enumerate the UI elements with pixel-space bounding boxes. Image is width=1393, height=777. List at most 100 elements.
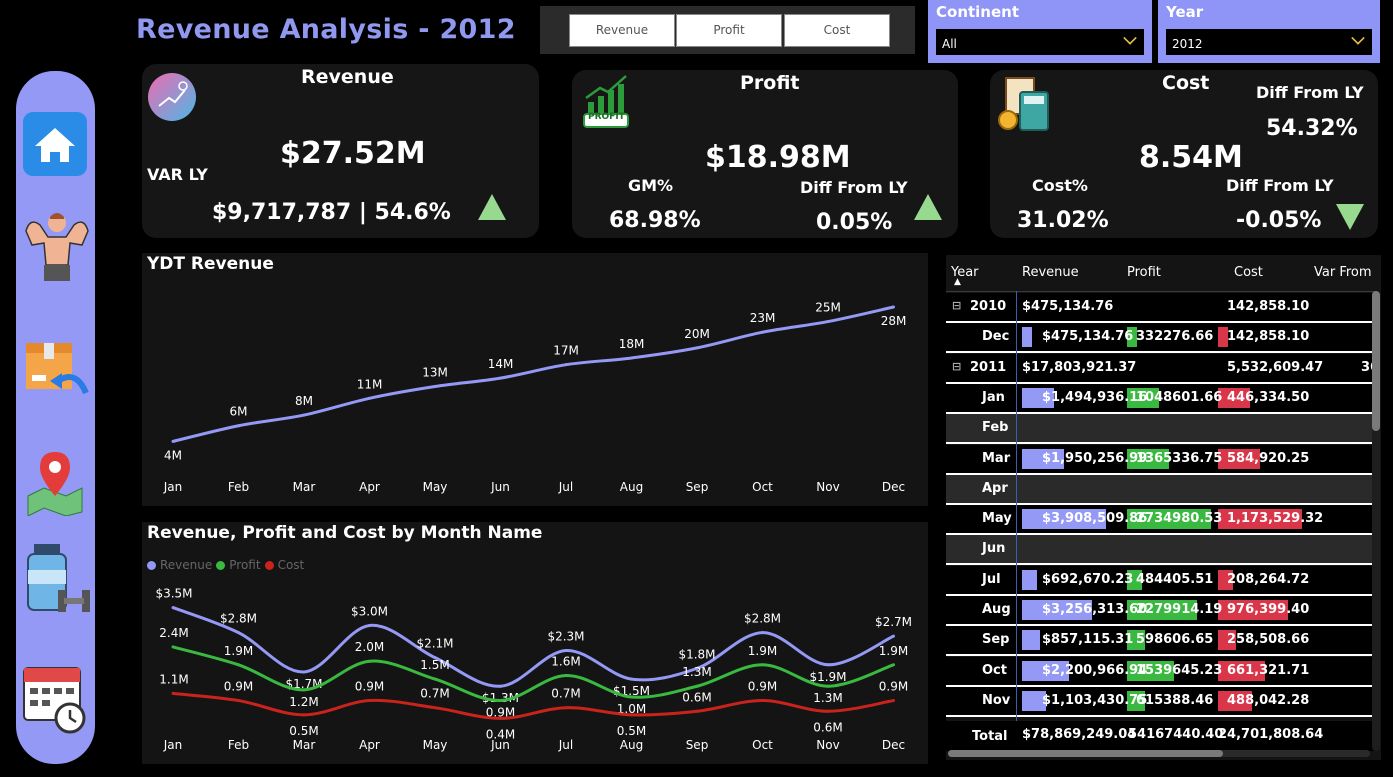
revenue-cell: $3,908,509.86 <box>1042 511 1148 527</box>
revenue-point <box>237 631 240 635</box>
revenue-point <box>368 623 371 627</box>
header-var-from[interactable]: Var From <box>1314 265 1372 280</box>
x-tick-label: Jun <box>490 738 510 752</box>
row-divider <box>946 714 1376 717</box>
cost-bar <box>1218 327 1228 348</box>
vertical-scrollbar[interactable] <box>1372 291 1380 751</box>
table-row: Jan $1,494,936.16 1048601.66 446,334.50 <box>946 383 1376 414</box>
revenue-data-label: $3.0M <box>351 604 388 618</box>
revenue-data-label: $2.3M <box>547 629 584 643</box>
revenue-cell: $857,115.31 <box>1042 632 1134 648</box>
revenue-data-label: $3.5M <box>155 587 192 601</box>
year-dropdown[interactable]: 2012 <box>1166 29 1372 55</box>
header-revenue[interactable]: Revenue <box>1022 265 1079 280</box>
table-group-row: ⊟ 2011 $17,803,921.37 5,532,609.47 36 <box>946 353 1379 384</box>
profit-point <box>695 684 699 688</box>
cost-bar <box>1218 600 1288 620</box>
row-label: Jan <box>982 389 1005 405</box>
cost-button[interactable]: Cost <box>784 14 890 47</box>
x-tick-label: Oct <box>752 480 773 494</box>
ytd-data-label: 23M <box>750 311 776 325</box>
measure-button-bar: Revenue Profit Cost <box>540 6 915 54</box>
cost-pct-value: 31.02% <box>1017 208 1109 233</box>
v-scroll-thumb[interactable] <box>1372 291 1380 431</box>
cost-data-label: 0.5M <box>289 724 318 738</box>
ytd-point <box>499 376 502 380</box>
x-tick-label: Aug <box>620 738 643 752</box>
revenue-cell: $1,494,936.16 <box>1042 389 1148 405</box>
h-scroll-thumb[interactable] <box>948 750 1223 757</box>
row-label[interactable]: 2011 <box>970 359 1007 375</box>
collapse-icon[interactable]: ⊟ <box>952 299 962 312</box>
collapse-icon[interactable]: ⊟ <box>952 359 962 373</box>
profit-point <box>761 663 764 667</box>
revenue-cell: $1,950,256.99 <box>1042 450 1148 466</box>
ytd-data-label: 14M <box>488 357 514 371</box>
chevron-down-icon <box>1351 31 1365 45</box>
legend-cost: Cost <box>277 558 305 572</box>
ytd-data-label: 20M <box>684 327 710 341</box>
nav-supplements[interactable] <box>20 541 90 615</box>
nav-returns[interactable] <box>20 329 90 403</box>
profit-cell: 1365336.75 <box>1136 450 1223 466</box>
row-label[interactable]: 2010 <box>970 299 1007 314</box>
row-label: May <box>982 511 1012 527</box>
cost-point <box>695 709 699 713</box>
revenue-bar <box>1022 600 1092 620</box>
row-label: Feb <box>982 420 1009 436</box>
row-label: Jul <box>982 571 1001 587</box>
legend-cost-marker <box>264 560 274 570</box>
revenue-cell: $692,670.23 <box>1042 571 1134 587</box>
ytd-chart-title: YDT Revenue <box>147 254 274 274</box>
x-tick-label: Nov <box>816 738 839 752</box>
table-group-row: ⊟ 2010 $475,134.76 142,858.10 <box>946 293 1376 323</box>
nav-map[interactable] <box>20 444 90 518</box>
cost-cell: 258,508.66 <box>1227 632 1310 648</box>
continent-dropdown[interactable]: All <box>936 29 1144 55</box>
cost-cell: 5,532,609.47 <box>1227 359 1324 375</box>
cost-point <box>499 716 502 720</box>
row-divider <box>946 321 1376 323</box>
row-divider <box>946 563 1376 566</box>
profit-data-label: 1.5M <box>420 658 449 672</box>
cost-cell: 661,321.71 <box>1227 662 1310 678</box>
trend-up-icon <box>478 194 506 220</box>
profit-cell: 484405.51 <box>1136 571 1214 587</box>
header-profit[interactable]: Profit <box>1127 265 1161 280</box>
x-tick-label: Dec <box>882 480 905 494</box>
nav-home[interactable] <box>20 107 90 181</box>
cost-point <box>433 706 437 710</box>
profit-data-label: 1.9M <box>748 644 777 658</box>
revenue-bar <box>1022 387 1054 408</box>
cost-diff-top-value: 54.32% <box>1266 116 1358 141</box>
profit-bar <box>1127 600 1197 620</box>
profit-badge: PROFIT <box>588 112 625 122</box>
trend-up-icon <box>914 194 942 220</box>
map-icon <box>27 452 83 516</box>
nav-calendar[interactable] <box>20 659 90 734</box>
ytd-data-label: 8M <box>295 394 313 408</box>
cost-line <box>172 691 894 720</box>
header-year[interactable]: Year <box>951 265 979 280</box>
profit-button[interactable]: Profit <box>676 14 782 47</box>
home-icon <box>23 112 87 176</box>
header-cost[interactable]: Cost <box>1234 265 1263 280</box>
ytd-point <box>433 385 437 389</box>
chevron-down-icon <box>1123 31 1137 45</box>
profit-bar <box>1127 509 1211 530</box>
x-tick-label: Jan <box>163 738 183 752</box>
cost-data-label: 0.9M <box>748 680 777 694</box>
profit-point <box>826 684 830 688</box>
rpc-chart: Revenue, Profit and Cost by Month Name R… <box>142 522 928 764</box>
horizontal-scrollbar[interactable] <box>948 750 1370 757</box>
cost-data-label: 0.9M <box>879 680 908 694</box>
row-divider <box>946 593 1376 596</box>
x-tick-label: Feb <box>228 480 249 494</box>
revenue-bar <box>1022 509 1106 530</box>
year-value: 2012 <box>1172 37 1203 51</box>
cost-cell: 142,858.10 <box>1227 329 1310 345</box>
nav-fitness[interactable] <box>20 211 90 285</box>
cost-data-label: 0.7M <box>551 687 580 701</box>
revenue-button[interactable]: Revenue <box>569 14 675 47</box>
trend-down-icon <box>1336 204 1364 230</box>
